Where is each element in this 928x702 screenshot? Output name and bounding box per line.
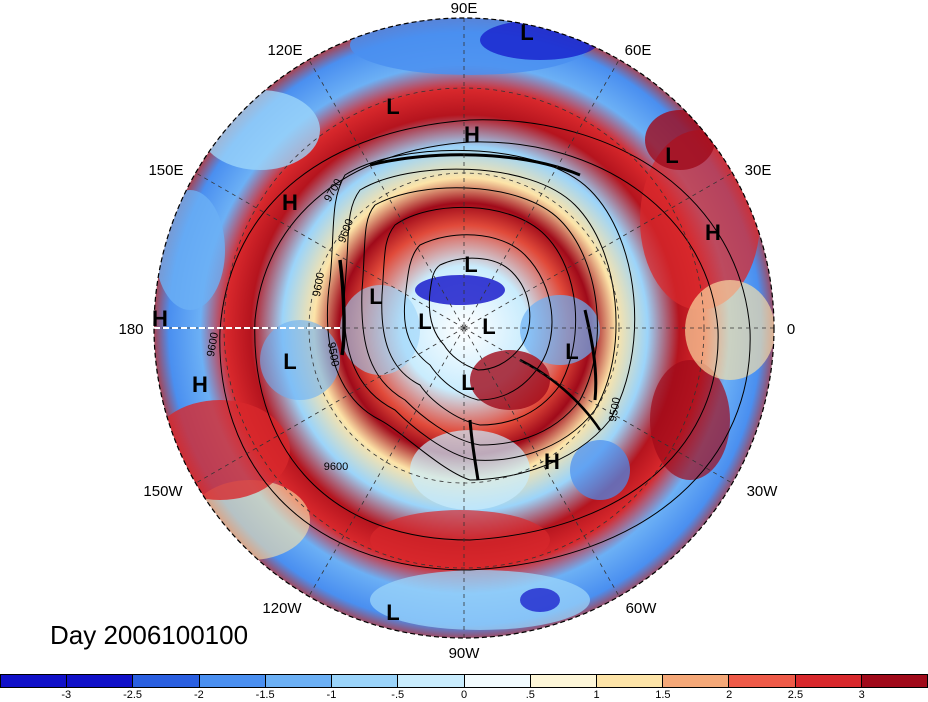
- colorbar-swatch: [530, 675, 597, 687]
- pressure-marker: L: [565, 339, 578, 364]
- pressure-marker: L: [461, 370, 474, 395]
- pressure-system-markers: L L H L H H H L L L L L L L H H L H L: [152, 20, 721, 625]
- colorbar-tick-label: -2: [193, 689, 204, 701]
- colorbar-tick-label: 1: [593, 689, 600, 701]
- colorbar-swatch: [795, 675, 862, 687]
- colorbar-tick-label: 0: [460, 689, 468, 701]
- colorbar-swatch: [1, 675, 68, 687]
- pressure-marker: H: [192, 372, 208, 397]
- colorbar-swatch: [332, 675, 399, 687]
- colorbar-swatch: [729, 675, 796, 687]
- contour-label: 9600: [324, 461, 348, 473]
- shaded-field: [154, 18, 774, 638]
- colorbar-swatch: [596, 675, 664, 687]
- map-boundary: [153, 17, 775, 639]
- contour-label: 9600: [205, 331, 221, 357]
- colorbar-tick-label: .5: [525, 689, 535, 701]
- colorbar-swatch: [199, 675, 266, 687]
- pressure-marker: H: [544, 449, 560, 474]
- lon-label-0: 0: [787, 321, 795, 338]
- contour-label: 9600: [311, 271, 327, 297]
- pressure-marker: H: [464, 122, 480, 147]
- pressure-marker: L: [520, 20, 533, 45]
- lon-label-120w: 120W: [262, 600, 302, 617]
- graticule: [154, 18, 774, 638]
- lon-label-60e: 60E: [625, 42, 652, 59]
- colorbar-tick-labels: -3 -2.5 -2 -1.5 -1 -.5 0 .5 1 1.5 2 2.5 3: [0, 689, 928, 702]
- height-contours: [219, 119, 751, 571]
- colorbar-swatch: [663, 675, 730, 687]
- colorbar-tick-label: -.5: [391, 689, 405, 701]
- lon-label-90w: 90W: [449, 645, 481, 662]
- day-title: Day 2006100100: [50, 620, 249, 650]
- pressure-marker: L: [386, 94, 399, 119]
- pressure-marker: L: [665, 143, 678, 168]
- lon-label-90e: 90E: [451, 0, 478, 17]
- lon-label-30e: 30E: [745, 162, 772, 179]
- pressure-marker: L: [283, 349, 296, 374]
- colorbar-swatch: [464, 675, 531, 687]
- pressure-marker: L: [386, 600, 399, 625]
- pressure-marker: L: [418, 309, 431, 334]
- contour-label: 9500: [607, 396, 623, 422]
- colorbar-tick-label: -2.5: [123, 689, 143, 701]
- pressure-marker: H: [282, 190, 298, 215]
- longitude-labels: 90E 60E 30E 0 30W 60W 90W 120W 150W 180 …: [118, 0, 795, 662]
- lon-label-120e: 120E: [267, 42, 302, 59]
- colorbar-tick-label: 2: [726, 689, 733, 701]
- lon-label-30w: 30W: [747, 483, 779, 500]
- pressure-marker: L: [369, 284, 382, 309]
- contour-label: 9500: [325, 341, 341, 367]
- colorbar-swatch: [398, 675, 465, 687]
- lon-label-180: 180: [118, 321, 143, 338]
- colorbar-tick-label: -3: [61, 689, 72, 701]
- pressure-marker: L: [482, 314, 495, 339]
- colorbar-swatch: [67, 675, 134, 687]
- pressure-marker: L: [464, 252, 477, 277]
- colorbar-swatch: [133, 675, 200, 687]
- pressure-marker: H: [152, 306, 168, 331]
- colorbar-tick-label: -1.5: [255, 689, 275, 701]
- colorbar-tick-label: 3: [858, 689, 865, 701]
- colorbar-tick-label: -1: [326, 689, 337, 701]
- colorbar-swatch: [265, 675, 333, 687]
- colorbar-tick-label: 1.5: [655, 689, 671, 701]
- lon-label-150e: 150E: [148, 162, 183, 179]
- colorbar: [0, 674, 928, 688]
- lon-label-150w: 150W: [143, 483, 183, 500]
- pressure-marker: H: [705, 220, 721, 245]
- colorbar-swatch: [861, 675, 928, 687]
- colorbar-tick-label: 2.5: [787, 689, 804, 701]
- lon-label-60w: 60W: [626, 600, 658, 617]
